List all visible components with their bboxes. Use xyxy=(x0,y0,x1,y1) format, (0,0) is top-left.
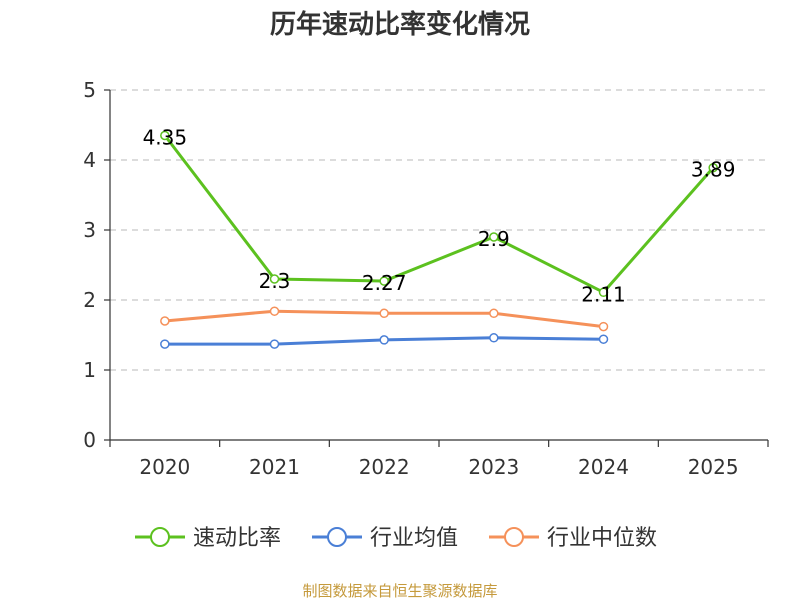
data-point xyxy=(489,333,499,343)
axes: 0 1 2 3 4 5 2020 2021 2022 2023 2024 2025 xyxy=(83,78,769,479)
data-point xyxy=(379,308,389,319)
legend-circle-marker xyxy=(327,527,347,547)
source-note: 制图数据来自恒生聚源数据库 xyxy=(302,582,497,600)
legend-circle-marker xyxy=(150,527,170,547)
y-tick-label: 0 xyxy=(83,428,96,452)
data-point xyxy=(598,287,609,298)
legend-label: 速动比率 xyxy=(193,526,281,551)
data-point xyxy=(160,339,170,349)
data-point xyxy=(489,308,499,319)
data-point xyxy=(269,274,280,284)
data-point xyxy=(598,334,609,344)
data-point xyxy=(160,130,170,141)
data-label: 2.3 xyxy=(259,269,291,293)
x-tick-label: 2025 xyxy=(688,455,739,479)
grid-lines xyxy=(110,89,768,371)
series-line xyxy=(163,134,715,294)
data-label: 2.27 xyxy=(362,271,407,295)
data-point xyxy=(160,316,170,326)
legend-item[interactable]: 速动比率 xyxy=(135,526,281,551)
data-label: 3.89 xyxy=(691,158,736,182)
y-tick-label: 2 xyxy=(83,288,96,312)
x-tick-label: 2020 xyxy=(139,455,190,479)
y-tick-label: 3 xyxy=(83,218,96,242)
data-point xyxy=(379,335,389,345)
chart-title: 历年速动比率变化情况 xyxy=(270,9,530,40)
legend-item[interactable]: 行业均值 xyxy=(312,526,458,551)
data-label: 2.9 xyxy=(478,227,510,251)
series-layer xyxy=(160,130,718,349)
x-tick-label: 2021 xyxy=(249,455,300,479)
legend: 速动比率 行业均值 行业中位数 xyxy=(135,526,657,551)
x-tick-label: 2023 xyxy=(468,455,519,479)
data-point xyxy=(598,321,609,332)
data-point xyxy=(379,276,389,286)
data-point xyxy=(269,339,280,349)
y-tick-label: 4 xyxy=(83,148,96,172)
legend-circle-marker xyxy=(504,527,524,547)
legend-item[interactable]: 行业中位数 xyxy=(489,526,657,551)
data-label: 4.35 xyxy=(143,126,188,150)
data-label: 2.11 xyxy=(581,282,626,306)
legend-label: 行业中位数 xyxy=(547,526,657,551)
legend-label: 行业均值 xyxy=(370,526,458,551)
x-tick-label: 2022 xyxy=(359,455,410,479)
y-tick-label: 5 xyxy=(83,78,96,102)
data-point xyxy=(708,162,718,173)
y-tick-label: 1 xyxy=(83,358,96,382)
data-point xyxy=(489,232,499,242)
x-tick-label: 2024 xyxy=(578,455,629,479)
data-point xyxy=(269,306,280,316)
data-labels: 4.35 2.3 2.27 2.9 2.11 3.89 xyxy=(143,126,736,307)
